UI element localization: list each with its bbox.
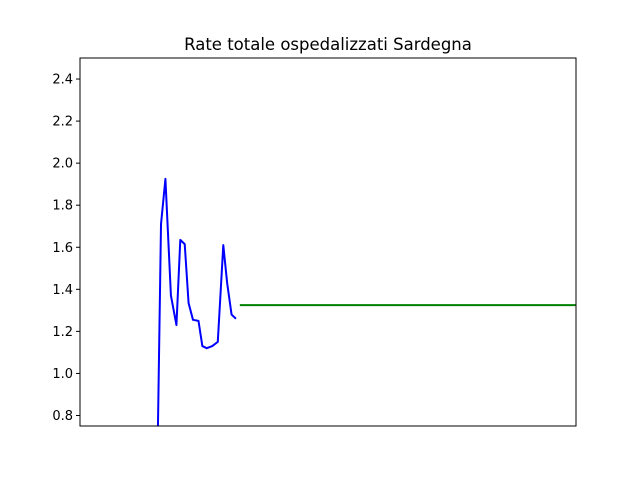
y-tick-label: 1.0: [52, 367, 73, 382]
y-tick-label: 2.2: [52, 115, 73, 130]
y-tick-label: 1.8: [52, 199, 73, 214]
series-line-1: [156, 177, 237, 426]
plot-frame: [79, 57, 577, 427]
y-tick-label: 1.6: [52, 241, 73, 256]
y-tick-label: 2.4: [52, 73, 73, 88]
y-axis: 0.8 1.0 1.2 1.4 1.6 1.8 2.0 2.2 2.4: [52, 73, 80, 424]
series-layer: [156, 177, 576, 426]
y-tick-label: 0.8: [52, 409, 73, 424]
y-tick-label: 1.2: [52, 325, 73, 340]
y-tick-label: 2.0: [52, 157, 73, 172]
chart-title: Rate totale ospedalizzati Sardegna: [184, 35, 472, 54]
y-tick-label: 1.4: [52, 283, 73, 298]
